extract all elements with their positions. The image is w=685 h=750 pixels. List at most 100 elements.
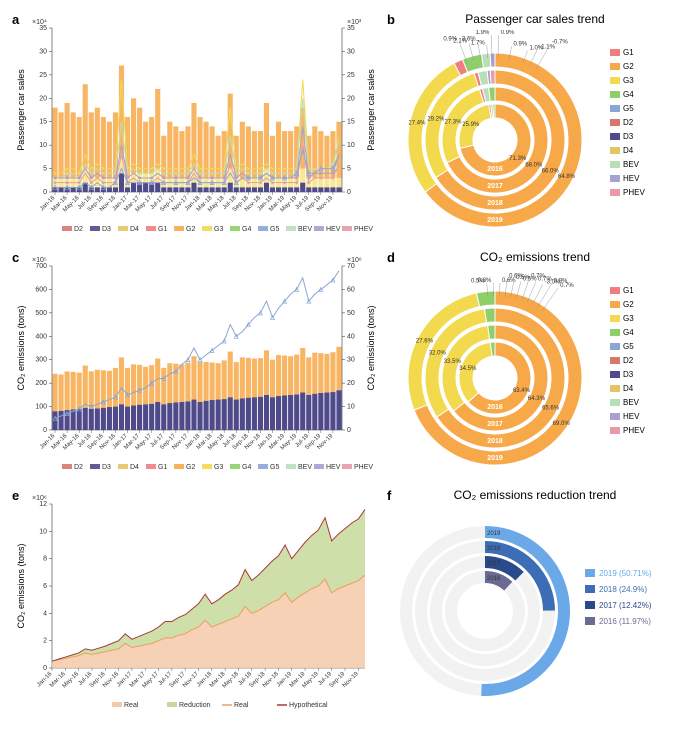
svg-text:D4: D4 — [130, 464, 139, 471]
svg-text:600: 600 — [35, 286, 47, 293]
svg-text:2018: 2018 — [487, 200, 503, 207]
svg-text:D2: D2 — [74, 464, 83, 471]
svg-text:G2: G2 — [623, 300, 634, 309]
svg-text:2016: 2016 — [487, 404, 503, 411]
svg-text:CO₂ emissions (tons): CO₂ emissions (tons) — [366, 305, 376, 390]
svg-text:G5: G5 — [270, 226, 279, 233]
panel-b-label: b — [387, 12, 395, 27]
figure-grid: a 0510152025303505101520253035×10⁴×10³Pa… — [10, 10, 675, 716]
svg-text:0.7%: 0.7% — [560, 283, 574, 289]
panel-d-chart: 63.4%34.5%201664.3%33.5%201765.6%32.0%20… — [385, 268, 685, 478]
svg-text:68.0%: 68.0% — [525, 163, 543, 169]
panel-e-chart: 024681012×10⁶CO₂ emissions (tons)Jan-16M… — [10, 486, 380, 716]
svg-text:2019: 2019 — [487, 531, 501, 537]
svg-text:2019 (50.71%): 2019 (50.71%) — [599, 569, 652, 578]
svg-text:400: 400 — [35, 333, 47, 340]
svg-text:G1: G1 — [623, 48, 634, 57]
svg-text:G3: G3 — [214, 464, 223, 471]
panel-b-chart: 71.3%25.9%201668.0%27.3%201766.0%29.2%20… — [385, 30, 685, 240]
svg-text:0.8%: 0.8% — [478, 278, 492, 284]
svg-text:0: 0 — [43, 665, 47, 672]
svg-text:D3: D3 — [623, 370, 634, 379]
svg-text:Real: Real — [124, 702, 139, 709]
svg-text:BEV: BEV — [623, 160, 640, 169]
svg-text:2017 (12.42%): 2017 (12.42%) — [599, 601, 652, 610]
svg-text:HEV: HEV — [623, 412, 640, 421]
svg-text:PHEV: PHEV — [354, 226, 373, 233]
svg-text:PHEV: PHEV — [623, 426, 645, 435]
panel-c-label: c — [12, 250, 19, 265]
svg-text:Nov-19: Nov-19 — [342, 671, 360, 689]
svg-text:D3: D3 — [102, 464, 111, 471]
panel-a-label: a — [12, 12, 19, 27]
svg-text:2018: 2018 — [487, 438, 503, 445]
svg-text:34.5%: 34.5% — [459, 366, 477, 372]
svg-text:D3: D3 — [623, 132, 634, 141]
svg-text:66.0%: 66.0% — [542, 168, 560, 174]
svg-text:20: 20 — [347, 380, 355, 387]
svg-text:PHEV: PHEV — [623, 188, 645, 197]
svg-text:D2: D2 — [623, 356, 634, 365]
svg-text:×10⁶: ×10⁶ — [347, 257, 362, 264]
svg-text:0.9%: 0.9% — [443, 36, 457, 42]
svg-text:CO₂ emissions (tons): CO₂ emissions (tons) — [16, 543, 26, 628]
svg-text:4: 4 — [43, 610, 47, 617]
svg-text:2016 (11.97%): 2016 (11.97%) — [599, 617, 651, 626]
svg-text:2019: 2019 — [487, 455, 503, 462]
svg-text:2019: 2019 — [487, 217, 503, 224]
svg-text:2018 (24.9%): 2018 (24.9%) — [599, 585, 647, 594]
panel-d: d CO₂ emissions trend 63.4%34.5%201664.3… — [385, 248, 685, 478]
panel-b-title: Passenger car sales trend — [385, 12, 685, 26]
svg-text:0: 0 — [347, 427, 351, 434]
svg-text:D4: D4 — [623, 146, 634, 155]
svg-text:25: 25 — [347, 72, 355, 79]
svg-text:D2: D2 — [623, 118, 634, 127]
svg-text:1.9%: 1.9% — [476, 30, 490, 36]
svg-text:G4: G4 — [623, 328, 634, 337]
svg-text:×10⁴: ×10⁴ — [32, 19, 47, 26]
svg-text:27.3%: 27.3% — [444, 119, 462, 125]
panel-f-chart: 20192018201720162019 (50.71%)2018 (24.9%… — [385, 506, 685, 716]
svg-text:25: 25 — [39, 72, 47, 79]
svg-text:BEV: BEV — [298, 464, 312, 471]
svg-text:Real: Real — [234, 702, 249, 709]
svg-text:D3: D3 — [102, 226, 111, 233]
svg-text:10: 10 — [39, 142, 47, 149]
svg-text:15: 15 — [39, 119, 47, 126]
svg-text:70: 70 — [347, 263, 355, 270]
svg-text:30: 30 — [347, 48, 355, 55]
svg-text:200: 200 — [35, 380, 47, 387]
panel-f-title: CO₂ emissions reduction trend — [385, 488, 685, 502]
svg-text:2016: 2016 — [487, 166, 503, 173]
svg-text:35: 35 — [39, 25, 47, 32]
svg-text:27.6%: 27.6% — [416, 338, 434, 344]
svg-text:64.8%: 64.8% — [558, 174, 576, 180]
svg-text:Passenger car sales: Passenger car sales — [366, 69, 376, 151]
svg-text:100: 100 — [35, 404, 47, 411]
svg-text:12: 12 — [39, 501, 47, 508]
svg-text:15: 15 — [347, 119, 355, 126]
svg-text:HEV: HEV — [623, 174, 640, 183]
svg-text:2018: 2018 — [487, 546, 501, 552]
svg-text:G3: G3 — [214, 226, 223, 233]
panel-c: c 0100200300400500600700010203040506070×… — [10, 248, 380, 478]
svg-text:30: 30 — [39, 48, 47, 55]
svg-text:10: 10 — [347, 142, 355, 149]
svg-text:HEV: HEV — [326, 464, 341, 471]
svg-text:×10³: ×10³ — [347, 19, 362, 26]
svg-text:69.0%: 69.0% — [553, 421, 571, 427]
svg-text:×10⁵: ×10⁵ — [32, 257, 47, 264]
svg-text:30: 30 — [347, 357, 355, 364]
svg-text:0.9%: 0.9% — [513, 41, 527, 47]
panel-c-chart: 0100200300400500600700010203040506070×10… — [10, 248, 380, 478]
panel-f: f CO₂ emissions reduction trend 20192018… — [385, 486, 685, 716]
svg-text:D4: D4 — [130, 226, 139, 233]
svg-text:G2: G2 — [623, 62, 634, 71]
svg-text:71.3%: 71.3% — [509, 156, 527, 162]
svg-text:8: 8 — [43, 556, 47, 563]
svg-text:G1: G1 — [158, 226, 167, 233]
svg-text:Passenger car sales: Passenger car sales — [16, 69, 26, 151]
svg-text:27.4%: 27.4% — [408, 121, 426, 127]
svg-text:G3: G3 — [623, 76, 634, 85]
svg-text:G4: G4 — [242, 226, 251, 233]
